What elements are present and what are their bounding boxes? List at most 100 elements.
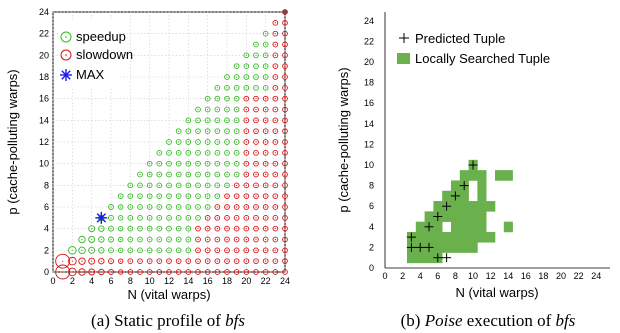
slowdown-point-center	[274, 130, 276, 132]
slowdown-point-center	[274, 87, 276, 89]
slowdown-point-center	[100, 260, 102, 262]
speedup-point	[233, 95, 240, 102]
speedup-point-center	[187, 119, 189, 121]
predicted-tuple	[442, 201, 452, 211]
speedup-point	[185, 149, 192, 156]
slowdown-point-center	[216, 217, 218, 219]
slowdown-point-center	[274, 217, 276, 219]
slowdown-point-center	[255, 130, 257, 132]
speedup-point-center	[149, 249, 151, 251]
searched-tuple	[477, 221, 487, 233]
speedup-point	[214, 139, 221, 145]
slowdown-point	[214, 258, 221, 265]
searched-tuple	[433, 231, 443, 243]
slowdown-point	[282, 269, 288, 275]
static-profile-chart: 0 2 4 6 8 10 12 14 16 18 20 22 24 024681012141618202…	[5, 7, 290, 330]
slowdown-point	[195, 247, 201, 254]
slowdown-point	[272, 84, 279, 91]
caption-a-text: (a) Static profile of	[91, 311, 225, 330]
speedup-point-center	[216, 184, 218, 186]
slowdown-point-center	[236, 238, 238, 241]
max-point	[95, 211, 108, 224]
speedup-point	[166, 139, 172, 145]
slowdown-point	[272, 247, 279, 254]
speedup-point-center	[236, 152, 238, 154]
slowdown-point	[282, 63, 288, 70]
slowdown-point	[262, 128, 269, 135]
speedup-point	[127, 193, 134, 200]
slowdown-point	[272, 193, 279, 200]
speedup-point-center	[226, 119, 228, 121]
predicted-tuple	[406, 232, 416, 242]
speedup-point	[137, 214, 143, 221]
y-tick-label: 18	[39, 72, 49, 82]
speedup-point-center	[129, 238, 131, 241]
speedup-point-center	[81, 238, 83, 241]
speedup-point-center	[226, 76, 228, 78]
speedup-point	[195, 193, 201, 200]
slowdown-point	[233, 269, 240, 275]
speedup-point-center	[120, 249, 122, 251]
speedup-point	[146, 214, 153, 221]
slowdown-point-center	[236, 249, 238, 251]
speedup-point-center	[245, 54, 247, 56]
slowdown-point-center	[284, 184, 286, 186]
searched-tuple	[415, 231, 425, 243]
speedup-point-center	[216, 152, 218, 154]
slowdown-point-center	[284, 206, 286, 208]
speedup-point	[137, 171, 143, 178]
slowdown-point-center	[274, 271, 276, 273]
speedup-point-center	[207, 184, 209, 186]
y-tick-label: 12	[39, 137, 49, 147]
speedup-point-center	[226, 87, 228, 89]
slowdown-point-center	[216, 260, 218, 262]
y-tick-label: 8	[369, 181, 374, 191]
speedup-point	[214, 95, 221, 102]
speedup-point	[117, 215, 124, 221]
slowdown-point	[272, 139, 279, 145]
speedup-point-center	[91, 238, 93, 241]
slowdown-point-center	[236, 184, 238, 186]
slowdown-point	[127, 269, 134, 275]
slowdown-point	[243, 95, 250, 102]
slowdown-point-center	[274, 76, 276, 78]
speedup-point	[146, 204, 153, 210]
slowdown-point-center	[245, 108, 247, 111]
slowdown-point	[214, 225, 221, 232]
speedup-point-center	[149, 228, 151, 230]
speedup-point	[117, 204, 124, 210]
slowdown-point	[98, 268, 105, 276]
slowdown-point-center	[265, 195, 267, 197]
slowdown-point-center	[245, 228, 247, 230]
speedup-point-center	[168, 249, 170, 251]
speedup-point-center	[187, 141, 189, 143]
data-points	[406, 159, 513, 264]
x-tick-label: 8	[453, 271, 458, 281]
slowdown-point	[282, 117, 288, 124]
slowdown-point	[243, 236, 250, 243]
speedup-point-center	[149, 238, 151, 241]
slowdown-point	[253, 247, 259, 254]
speedup-point-center	[139, 173, 141, 176]
speedup-point-center	[236, 65, 238, 67]
slowdown-point	[243, 128, 250, 135]
slowdown-point-center	[274, 22, 276, 24]
slowdown-point	[146, 269, 153, 275]
slowdown-point-center	[187, 271, 189, 273]
slowdown-point	[262, 182, 269, 189]
x-tick-label: 2	[400, 271, 405, 281]
slowdown-point	[272, 236, 279, 243]
y-tick-label: 24	[39, 7, 49, 17]
speedup-point	[233, 106, 240, 113]
slowdown-point	[253, 160, 259, 167]
searched-tuple	[477, 170, 487, 181]
speedup-point	[166, 182, 172, 189]
slowdown-point	[282, 74, 288, 80]
slowdown-point-center	[274, 228, 276, 230]
searched-tuple	[459, 190, 469, 202]
slowdown-point	[108, 258, 114, 265]
speedup-point	[127, 204, 134, 210]
slowdown-point-center	[216, 249, 218, 251]
caption-a: (a) Static profile of bfs	[91, 311, 245, 330]
speedup-point	[185, 247, 192, 254]
